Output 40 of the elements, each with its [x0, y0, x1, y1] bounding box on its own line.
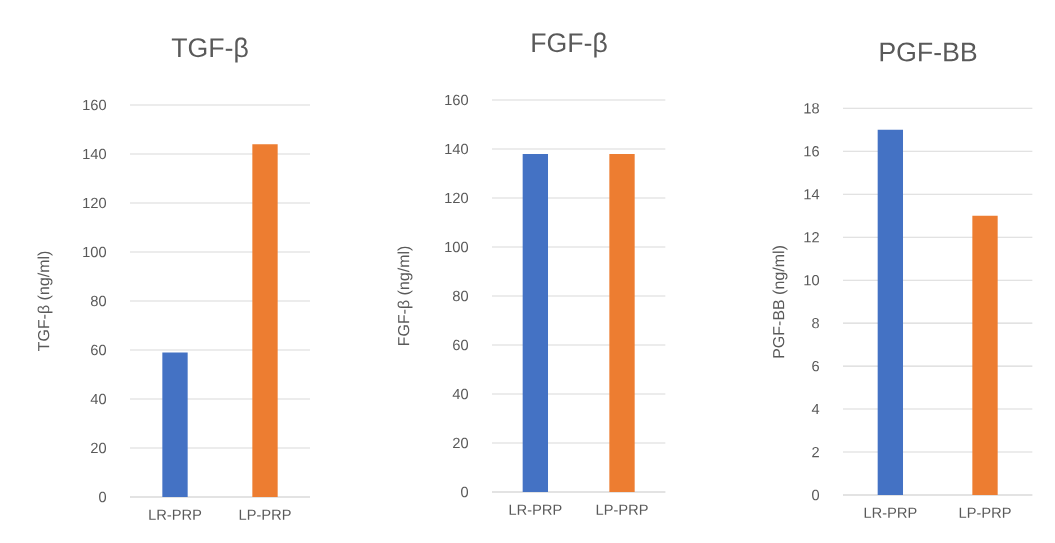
y-tick-label: 6 — [812, 360, 819, 372]
chart-title: FGF-β — [532, 32, 607, 58]
y-tick-label: 120 — [83, 197, 107, 209]
y-tick-label: 60 — [91, 344, 107, 356]
y-axis-title: FGF-β (ng/ml) — [397, 246, 413, 346]
y-tick-label: 100 — [83, 246, 107, 258]
y-tick-label: 120 — [445, 192, 469, 204]
y-tick-label: 160 — [83, 99, 107, 111]
x-tick-label: LR-PRP — [864, 507, 917, 518]
y-tick-label: 14 — [804, 189, 820, 200]
y-tick-label: 20 — [453, 437, 469, 449]
x-tick-label: LP-PRP — [596, 504, 648, 515]
y-tick-label: 140 — [83, 148, 107, 160]
y-tick-label: 0 — [461, 486, 469, 498]
y-tick-label: 20 — [91, 442, 107, 454]
y-tick-label: 140 — [445, 143, 469, 155]
y-tick-label: 80 — [90, 295, 107, 307]
y-tick-label: 60 — [453, 339, 469, 351]
y-tick-label: 80 — [452, 290, 469, 302]
y-tick-label: 40 — [90, 393, 107, 405]
y-tick-label: 16 — [804, 146, 819, 157]
y-tick-label: 40 — [452, 388, 469, 400]
chart-title: PGF-BB — [880, 42, 977, 62]
y-tick-label: 100 — [445, 241, 469, 253]
x-tick-label: LR-PRP — [149, 509, 202, 520]
y-tick-label: 160 — [445, 94, 469, 106]
x-tick-label: LP-PRP — [959, 507, 1011, 518]
y-tick-label: 10 — [804, 275, 820, 286]
x-tick-label: LR-PRP — [509, 504, 562, 515]
y-axis-title: PGF-BB (ng/ml) — [772, 246, 788, 358]
y-tick-label: 4 — [811, 404, 820, 415]
y-axis-title: TGF-β (ng/ml) — [37, 251, 53, 352]
chart-title: TGF-β — [171, 37, 248, 63]
y-tick-label: 0 — [812, 489, 820, 501]
y-tick-label: 12 — [804, 232, 819, 243]
y-tick-label: 0 — [99, 491, 107, 503]
y-tick-label: 18 — [804, 103, 819, 114]
x-tick-label: LP-PRP — [239, 509, 291, 520]
y-tick-label: 8 — [812, 317, 819, 329]
y-tick-label: 2 — [812, 446, 819, 458]
